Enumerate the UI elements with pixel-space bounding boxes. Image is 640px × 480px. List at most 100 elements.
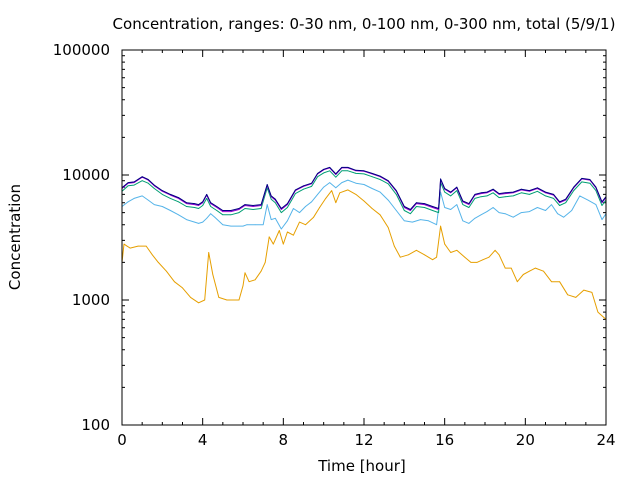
data-point <box>416 206 417 207</box>
data-point <box>238 299 240 301</box>
data-point <box>341 182 343 184</box>
data-point <box>450 209 452 210</box>
data-point <box>347 167 349 168</box>
data-point <box>450 252 452 253</box>
data-point <box>147 199 149 201</box>
data-point <box>325 198 327 199</box>
data-point <box>456 190 458 192</box>
data-point <box>178 214 179 216</box>
y-axis-label: Concentration <box>6 184 24 290</box>
data-point <box>303 185 304 187</box>
data-point <box>591 292 593 293</box>
data-point <box>504 267 506 269</box>
data-point <box>280 209 282 210</box>
data-point <box>516 281 518 283</box>
data-point <box>492 192 494 194</box>
data-point <box>537 190 538 192</box>
data-point <box>254 279 256 281</box>
data-point <box>274 217 276 219</box>
x-axis-label: Time [hour] <box>317 457 406 475</box>
data-point <box>450 191 452 193</box>
data-point <box>545 191 546 193</box>
x-tick-label: 4 <box>198 431 208 449</box>
x-tick-label: 8 <box>279 431 289 449</box>
data-point <box>504 192 506 194</box>
data-point <box>335 176 337 178</box>
data-point <box>529 194 530 195</box>
data-point <box>474 217 476 219</box>
data-point <box>436 224 437 226</box>
data-point <box>440 225 441 227</box>
data-point <box>424 204 425 206</box>
data-point <box>216 206 218 207</box>
data-point <box>432 259 433 261</box>
data-point <box>317 176 318 178</box>
data-point <box>252 206 254 207</box>
data-point <box>355 182 357 184</box>
plot-frame <box>121 49 607 426</box>
data-point <box>170 198 171 199</box>
data-point <box>480 192 482 194</box>
data-point <box>127 201 129 203</box>
data-point <box>371 173 373 174</box>
data-point <box>438 209 439 210</box>
data-point <box>252 209 254 210</box>
data-point <box>559 201 560 203</box>
data-point <box>545 210 546 211</box>
data-point <box>295 193 296 195</box>
data-point <box>210 206 212 207</box>
data-point <box>363 200 365 202</box>
data-point <box>424 207 425 208</box>
data-point <box>335 202 337 204</box>
data-point <box>226 299 228 301</box>
data-point <box>438 208 439 209</box>
data-point <box>432 206 433 207</box>
data-point <box>299 212 300 214</box>
data-point <box>270 195 272 197</box>
data-point <box>133 198 135 199</box>
data-point <box>597 311 599 313</box>
data-point <box>355 194 357 195</box>
data-point <box>424 203 425 205</box>
data-point <box>305 224 306 226</box>
data-point <box>293 208 294 209</box>
data-point <box>504 193 506 195</box>
data-point <box>260 204 262 206</box>
data-point <box>280 212 282 214</box>
data-point <box>486 195 488 197</box>
data-point <box>468 204 470 206</box>
chart-title: Concentration, ranges: 0-30 nm, 0-100 nm… <box>113 15 616 33</box>
data-point <box>486 211 488 213</box>
series-line-3 <box>121 167 607 213</box>
data-point <box>474 198 476 199</box>
data-point <box>468 207 470 208</box>
data-point <box>462 200 464 202</box>
data-point <box>393 245 395 247</box>
data-point <box>313 216 314 218</box>
data-point <box>395 194 397 195</box>
data-point <box>589 182 591 184</box>
data-point <box>161 206 163 207</box>
data-point <box>218 297 220 298</box>
data-point <box>468 203 470 205</box>
data-point <box>498 212 500 214</box>
data-point <box>512 195 514 197</box>
data-point <box>537 207 538 208</box>
data-point <box>559 281 560 283</box>
data-point <box>371 188 373 189</box>
data-point <box>387 227 389 228</box>
series-2 <box>121 170 607 216</box>
data-point <box>450 195 452 197</box>
data-point <box>222 211 224 213</box>
data-point <box>198 302 200 304</box>
data-point <box>456 249 458 251</box>
data-point <box>557 213 558 215</box>
data-point <box>170 210 171 211</box>
data-point <box>244 208 246 209</box>
data-point <box>480 193 482 195</box>
data-point <box>287 231 288 233</box>
data-point <box>222 224 224 226</box>
series-1 <box>121 179 607 230</box>
data-point <box>238 225 240 227</box>
